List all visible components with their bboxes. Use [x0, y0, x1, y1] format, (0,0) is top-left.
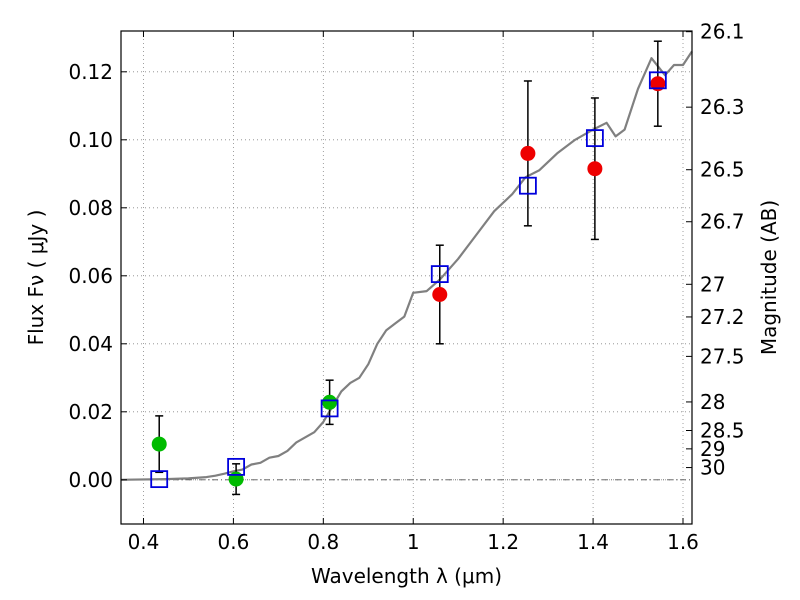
model-flux-square	[585, 129, 604, 148]
observed-flux-point	[228, 471, 244, 487]
x-tick-label: 0.8	[307, 530, 339, 554]
y-tick-label: 0.04	[68, 332, 113, 356]
x-tick-label: 1.6	[667, 530, 699, 554]
model-flux-square	[150, 470, 169, 489]
x-tick-label: 1.2	[487, 530, 519, 554]
magnitude-tick-label: 28.5	[700, 419, 745, 443]
data-points	[150, 40, 667, 496]
observed-flux-point	[520, 145, 536, 161]
magnitude-tick-label: 27.5	[700, 344, 745, 368]
axes: 0.4 0.6 0.8 1 1.2 1.4 1.6 0.00 0.02 0.04 0.06 0.08 0…	[68, 20, 744, 554]
magnitude-tick-label: 29	[700, 437, 725, 461]
magnitude-tick-label: 26.5	[700, 158, 745, 182]
model-flux-square	[227, 457, 245, 476]
magnitude-tick-label: 26.7	[700, 210, 745, 234]
y-tick-label: 0.12	[68, 60, 113, 84]
x-tick-label: 1.4	[577, 530, 609, 554]
observed-flux-point	[322, 394, 338, 410]
y-tick-label: 0.06	[68, 264, 113, 288]
plot-frame	[120, 30, 693, 525]
x-axis-label: Wavelength λ (μm)	[311, 564, 502, 588]
magnitude-tick-label: 28	[700, 390, 725, 414]
y-tick-label: 0.10	[68, 128, 113, 152]
model-flux-square	[430, 265, 449, 284]
y-tick-label: 0.08	[68, 196, 113, 220]
magnitude-tick-label: 30	[700, 456, 725, 480]
x-tick-label: 1	[407, 530, 420, 554]
magnitude-tick-label: 26.1	[700, 20, 745, 44]
observed-flux-point	[587, 161, 603, 177]
x-tick-label: 0.6	[217, 530, 249, 554]
x-tick-label: 0.4	[128, 530, 160, 554]
magnitude-tick-label: 27.2	[700, 305, 745, 329]
observed-flux-point	[151, 436, 167, 452]
model-flux-square	[518, 176, 537, 195]
y-axis-label: Flux Fν ( μJy )	[24, 210, 48, 346]
y-tick-label: 0.02	[68, 400, 113, 424]
magnitude-tick-label: 27	[700, 272, 725, 296]
model-flux-square	[320, 399, 339, 418]
magnitude-axis-label: Magnitude (AB)	[757, 200, 781, 355]
magnitude-tick-label: 26.3	[700, 95, 745, 119]
template-spectrum-line	[120, 50, 693, 481]
model-flux-square	[648, 71, 667, 90]
observed-flux-point	[432, 287, 448, 302]
y-tick-label: 0.00	[68, 468, 113, 492]
